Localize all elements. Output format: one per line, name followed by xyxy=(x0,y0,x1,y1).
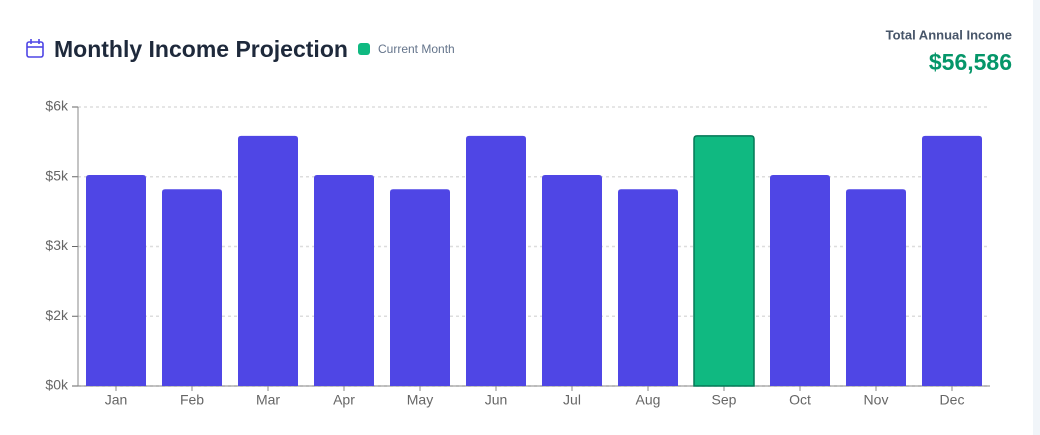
y-tick-label: $3k xyxy=(45,237,69,253)
bar xyxy=(314,174,374,386)
bar xyxy=(238,135,298,386)
bar xyxy=(922,135,982,386)
x-tick-label: Feb xyxy=(180,392,204,408)
legend-label: Current Month xyxy=(378,42,455,56)
x-tick-label: Jun xyxy=(485,392,508,408)
x-tick-label: Oct xyxy=(789,392,811,408)
total-label: Total Annual Income xyxy=(886,27,1012,42)
chart-title: Monthly Income Projection xyxy=(54,36,348,62)
bar xyxy=(846,189,906,386)
x-tick-label: Dec xyxy=(940,392,965,408)
x-tick-label: Mar xyxy=(256,392,280,408)
bar xyxy=(693,135,755,387)
y-tick-label: $0k xyxy=(45,377,69,393)
bar xyxy=(542,174,602,386)
bar xyxy=(466,135,526,386)
x-tick-label: Aug xyxy=(636,392,661,408)
bar xyxy=(770,174,830,386)
x-tick-label: Jul xyxy=(563,392,581,408)
y-tick-label: $6k xyxy=(45,98,69,114)
bar xyxy=(618,189,678,386)
bar xyxy=(162,189,222,386)
bar xyxy=(86,174,146,386)
y-tick-label: $2k xyxy=(45,307,69,323)
y-tick-label: $5k xyxy=(45,167,69,183)
x-tick-label: Sep xyxy=(712,392,737,408)
x-tick-label: Jan xyxy=(105,392,128,408)
x-tick-label: May xyxy=(407,392,433,408)
legend-swatch xyxy=(358,43,370,55)
total-value: $56,586 xyxy=(929,49,1012,75)
bar xyxy=(390,189,450,386)
x-tick-label: Apr xyxy=(333,392,355,408)
calendar-icon xyxy=(26,39,44,58)
x-tick-label: Nov xyxy=(864,392,889,408)
